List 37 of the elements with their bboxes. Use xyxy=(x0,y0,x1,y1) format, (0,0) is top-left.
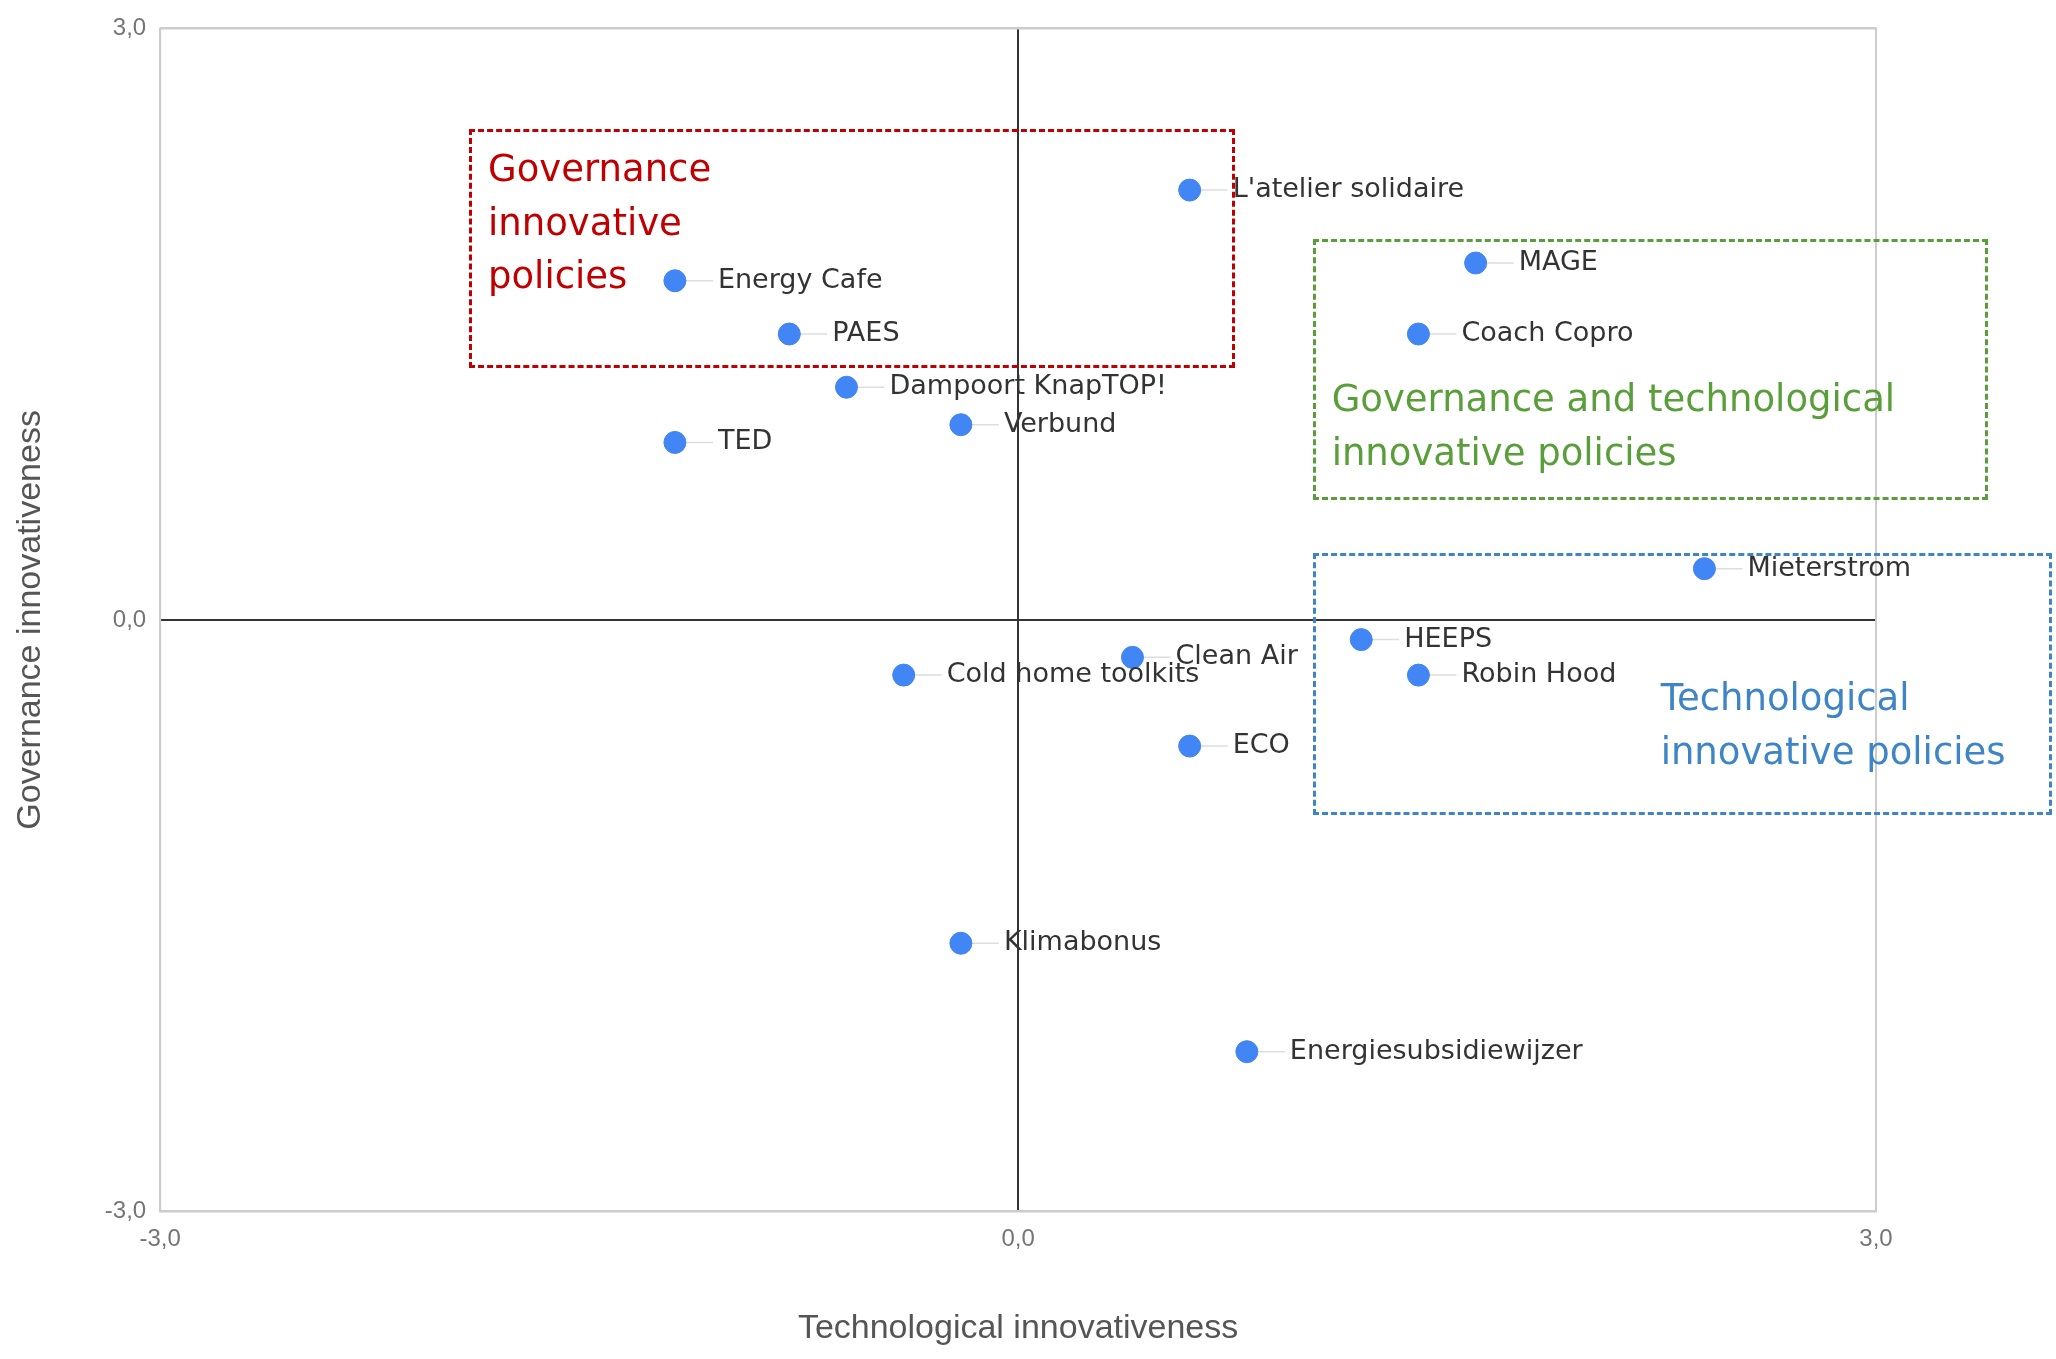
annotation: L'atelier solidaire xyxy=(1232,172,1465,204)
point xyxy=(1406,663,1430,687)
point xyxy=(949,931,973,955)
point xyxy=(834,375,858,399)
point xyxy=(1349,628,1373,652)
y-tick-label: 3,0 xyxy=(112,13,147,41)
point xyxy=(1464,251,1488,275)
annotation: Energiesubsidiewijzer xyxy=(1289,1033,1584,1065)
annotation: Coach Copro xyxy=(1461,316,1634,348)
y-tick-label: 0,0 xyxy=(112,604,147,632)
annotation: Robin Hood xyxy=(1461,657,1617,689)
annotation: Governance innovative policies xyxy=(488,146,712,298)
point xyxy=(949,413,973,437)
annotation: Energy Cafe xyxy=(717,262,883,294)
annotation: Technological innovative policies xyxy=(1660,674,2007,775)
x-axis-title: Technological innovativeness xyxy=(797,1306,1239,1345)
point xyxy=(1235,1040,1259,1064)
point xyxy=(1406,322,1430,346)
y-axis-title: Governance innovativeness xyxy=(8,410,47,830)
point xyxy=(1692,557,1716,581)
x-tick-label: -3,0 xyxy=(139,1224,181,1252)
y-tick-label: -3,0 xyxy=(104,1196,147,1224)
x-tick-label: 3,0 xyxy=(1859,1224,1893,1252)
point xyxy=(663,269,687,293)
annotation: PAES xyxy=(832,316,900,348)
point xyxy=(1178,178,1202,202)
point xyxy=(892,663,916,687)
annotation: HEEPS xyxy=(1404,621,1493,653)
point xyxy=(1178,734,1202,758)
annotation: Mieterstrom xyxy=(1747,550,1912,582)
annotation: TED xyxy=(716,424,773,456)
annotation: ECO xyxy=(1232,728,1290,760)
x-tick-label: 0,0 xyxy=(1001,1224,1035,1252)
point xyxy=(777,322,801,346)
annotation: MAGE xyxy=(1518,245,1598,277)
point xyxy=(663,430,687,454)
annotation: Governance and technological innovative policies xyxy=(1331,376,1897,476)
